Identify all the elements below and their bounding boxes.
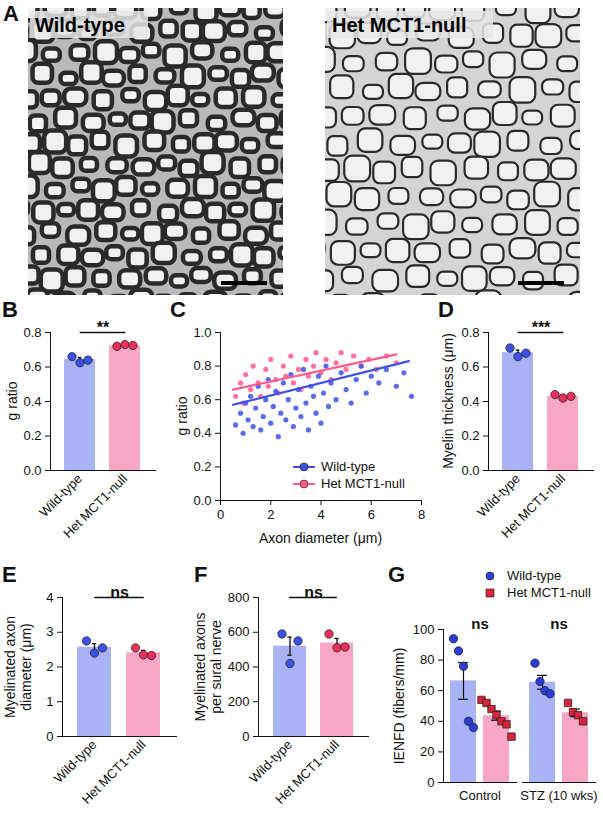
svg-text:0.8: 0.8 — [23, 325, 41, 340]
svg-text:60: 60 — [420, 683, 434, 698]
svg-text:ns: ns — [304, 584, 323, 601]
svg-text:Wild-type: Wild-type — [474, 471, 524, 520]
svg-text:Control: Control — [459, 788, 501, 803]
svg-text:40: 40 — [420, 713, 434, 728]
html-text:B: B — [2, 297, 18, 322]
svg-text:4: 4 — [317, 507, 324, 522]
svg-text:ns: ns — [471, 615, 489, 632]
svg-text:0: 0 — [242, 729, 249, 744]
html-text:Myelinated axon diameter (μm): Myelinated axon diameter (μm) — [2, 615, 34, 718]
svg-text:0.8: 0.8 — [461, 325, 479, 340]
html-text:g ratio: g ratio — [4, 381, 20, 421]
svg-text:2: 2 — [46, 659, 53, 674]
svg-text:0.8: 0.8 — [193, 358, 211, 373]
html-text:Myelin thickness (μm): Myelin thickness (μm) — [440, 333, 456, 469]
svg-text:80: 80 — [420, 652, 434, 667]
svg-text:3: 3 — [46, 624, 53, 639]
svg-text:8: 8 — [418, 507, 425, 522]
svg-text:1: 1 — [46, 694, 53, 709]
svg-text:STZ (10 wks): STZ (10 wks) — [520, 788, 597, 803]
svg-text:0: 0 — [427, 775, 434, 790]
svg-text:0.2: 0.2 — [461, 428, 479, 443]
svg-text:6: 6 — [368, 507, 375, 522]
svg-text:0.0: 0.0 — [461, 463, 479, 478]
svg-text:0.4: 0.4 — [193, 425, 211, 440]
svg-text:ns: ns — [110, 584, 129, 601]
svg-text:***: *** — [532, 319, 551, 336]
svg-text:ns: ns — [550, 615, 568, 632]
svg-text:Wild-type: Wild-type — [35, 14, 125, 36]
html-text:G: G — [388, 562, 406, 587]
svg-text:0.2: 0.2 — [23, 428, 41, 443]
svg-text:0.6: 0.6 — [193, 392, 211, 407]
svg-text:0.2: 0.2 — [193, 459, 211, 474]
svg-text:Wild-type: Wild-type — [51, 737, 100, 786]
html-text:A: A — [3, 1, 19, 26]
svg-text:0.6: 0.6 — [461, 359, 479, 374]
html-text:g ratio: g ratio — [174, 396, 190, 436]
html-text:F: F — [194, 562, 208, 587]
svg-text:Het MCT1-null: Het MCT1-null — [79, 737, 149, 807]
html-text:Axon diameter (μm): Axon diameter (μm) — [258, 530, 383, 546]
html-text:D: D — [438, 297, 454, 322]
svg-text:400: 400 — [228, 659, 250, 674]
svg-text:0: 0 — [217, 507, 224, 522]
html-text:Het MCT1-null: Het MCT1-null — [321, 476, 405, 491]
svg-text:20: 20 — [420, 744, 434, 759]
html-text:E: E — [2, 562, 17, 587]
html-text:Wild-type: Wild-type — [507, 568, 562, 583]
svg-text:4: 4 — [46, 590, 53, 605]
svg-text:0.6: 0.6 — [23, 359, 41, 374]
svg-text:Het MCT1-null: Het MCT1-null — [332, 14, 466, 36]
svg-text:Het MCT1-null: Het MCT1-null — [60, 471, 130, 541]
html-text:IENFD (fibers/mm): IENFD (fibers/mm) — [391, 647, 407, 764]
html-text:Het MCT1-null: Het MCT1-null — [507, 585, 591, 600]
svg-text:200: 200 — [228, 694, 250, 709]
html-text:C: C — [170, 297, 186, 322]
svg-text:1.0: 1.0 — [193, 325, 211, 340]
svg-text:0.4: 0.4 — [23, 394, 41, 409]
svg-text:Wild-type: Wild-type — [36, 471, 86, 520]
svg-text:Het MCT1-null: Het MCT1-null — [498, 471, 568, 541]
html-text:Wild-type: Wild-type — [321, 459, 376, 474]
svg-text:0: 0 — [46, 729, 53, 744]
svg-text:600: 600 — [228, 624, 250, 639]
svg-text:Het MCT1-null: Het MCT1-null — [272, 737, 342, 807]
svg-text:**: ** — [97, 319, 110, 336]
svg-text:0.0: 0.0 — [193, 493, 211, 508]
svg-text:Wild-type: Wild-type — [246, 737, 295, 786]
svg-text:0.0: 0.0 — [23, 463, 41, 478]
svg-text:100: 100 — [413, 622, 435, 637]
svg-text:800: 800 — [228, 590, 250, 605]
html-text:Myelinated axons per sural ner: Myelinated axons per sural nerve — [192, 612, 224, 721]
svg-text:0.4: 0.4 — [461, 394, 479, 409]
svg-text:2: 2 — [267, 507, 274, 522]
